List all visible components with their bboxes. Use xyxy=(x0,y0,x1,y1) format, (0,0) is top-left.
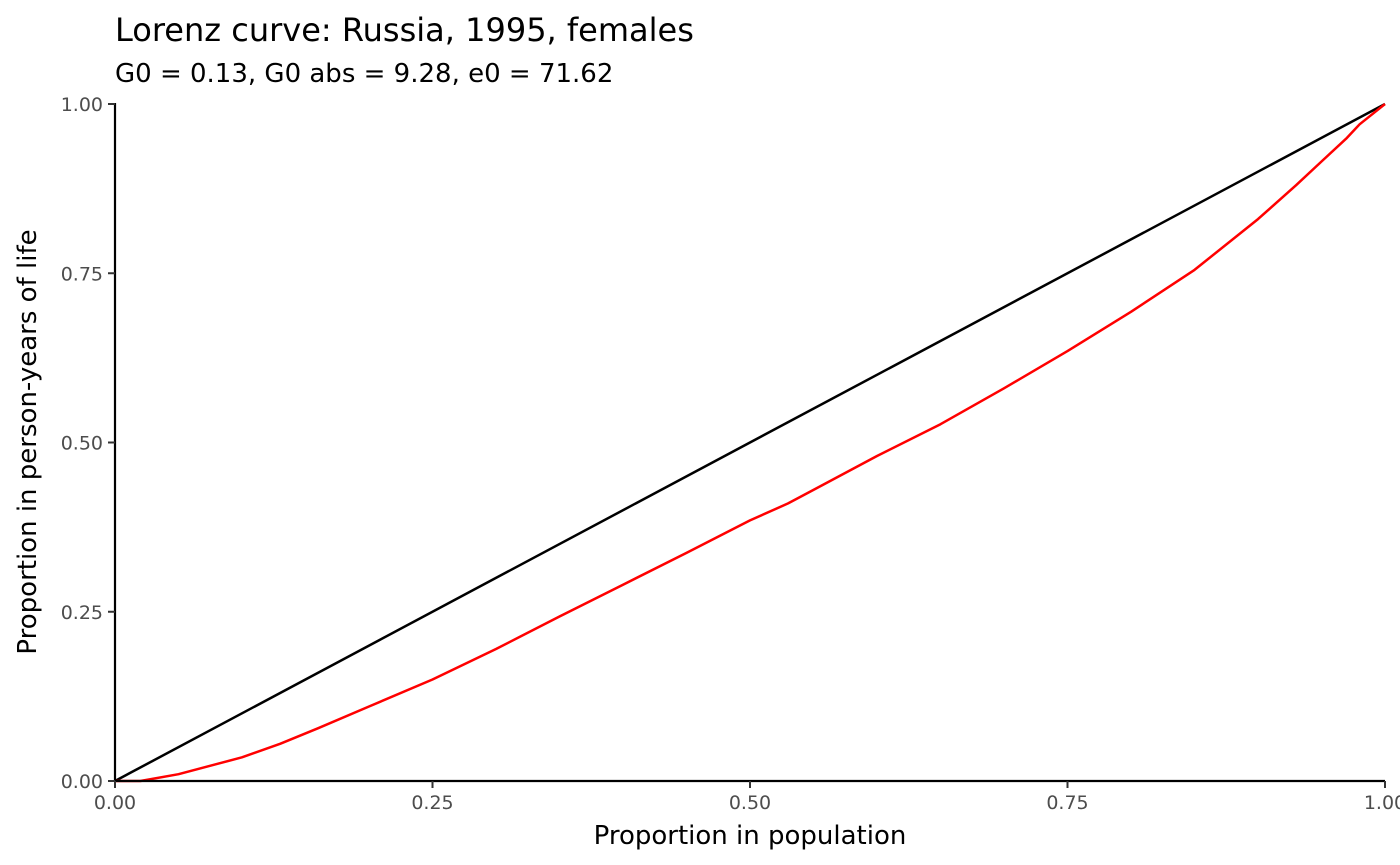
x-tick-label: 1.00 xyxy=(1364,792,1400,814)
y-tick-label: 0.25 xyxy=(61,602,103,624)
lorenz-curve-line xyxy=(115,103,1386,783)
y-tick-label: 0.00 xyxy=(61,771,103,793)
x-axis-title: Proportion in population xyxy=(594,821,907,851)
y-axis-ticks: 0.00 0.25 0.50 0.75 1.00 xyxy=(61,94,115,793)
chart-title: Lorenz curve: Russia, 1995, females xyxy=(115,11,694,49)
equality-line xyxy=(114,102,1386,783)
plot-area xyxy=(114,102,1386,783)
y-axis-title: Proportion in person-years of life xyxy=(13,229,43,654)
x-tick-label: 0.00 xyxy=(94,792,136,814)
chart-subtitle: G0 = 0.13, G0 abs = 9.28, e0 = 71.62 xyxy=(115,59,613,89)
y-tick-label: 0.50 xyxy=(61,433,103,455)
y-tick-label: 0.75 xyxy=(61,263,103,285)
x-tick-label: 0.25 xyxy=(411,792,453,814)
y-tick-label: 1.00 xyxy=(61,94,103,116)
x-tick-label: 0.50 xyxy=(729,792,771,814)
x-axis-ticks: 0.00 0.25 0.50 0.75 1.00 xyxy=(94,781,1400,814)
x-tick-label: 0.75 xyxy=(1046,792,1088,814)
